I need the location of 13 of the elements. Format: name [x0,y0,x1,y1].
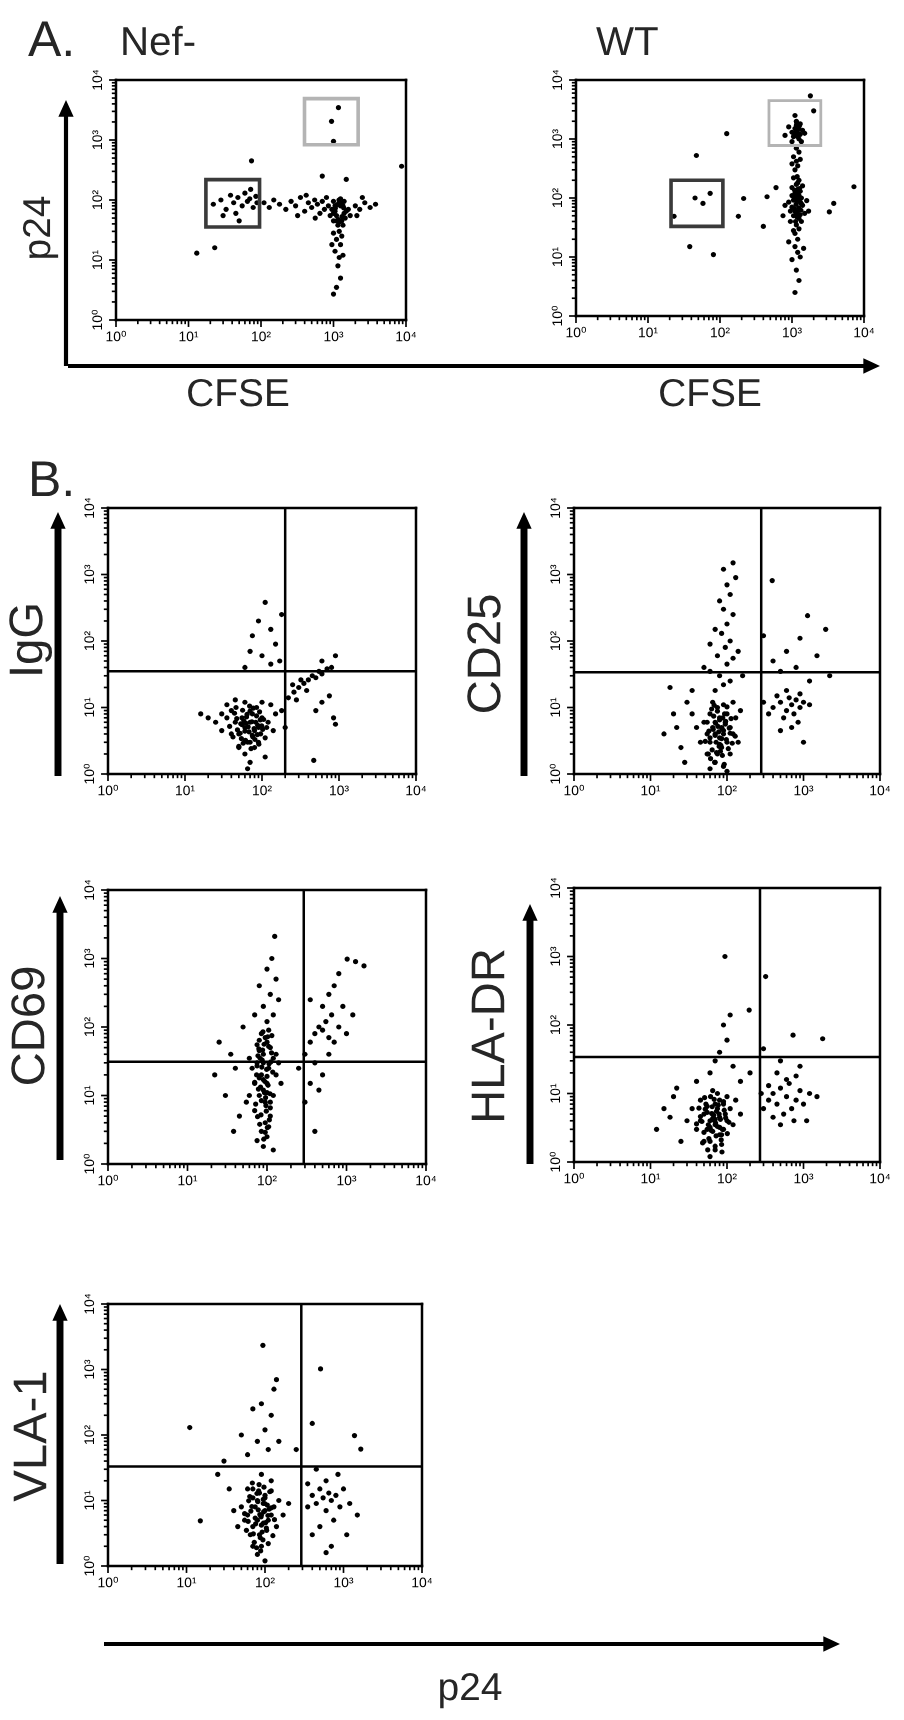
y-axis-title: VLA-1 [13,1372,47,1502]
x-axis-title: CFSE [660,378,761,407]
x-axis-title: p24 [440,1672,502,1709]
y-axis-title: IgG [9,605,53,674]
x-axis-title: CFSE [188,378,289,407]
text: A. [28,21,71,56]
y-axis-title: p24 [22,196,59,258]
y-axis-title: CD69 [11,967,45,1084]
y-axis-title: HLA-DR [471,950,505,1121]
y-axis-title: CD25 [467,595,501,712]
text: B. [32,461,71,496]
chart-title: Nef- [123,25,195,56]
chart-title: WT [596,27,658,55]
